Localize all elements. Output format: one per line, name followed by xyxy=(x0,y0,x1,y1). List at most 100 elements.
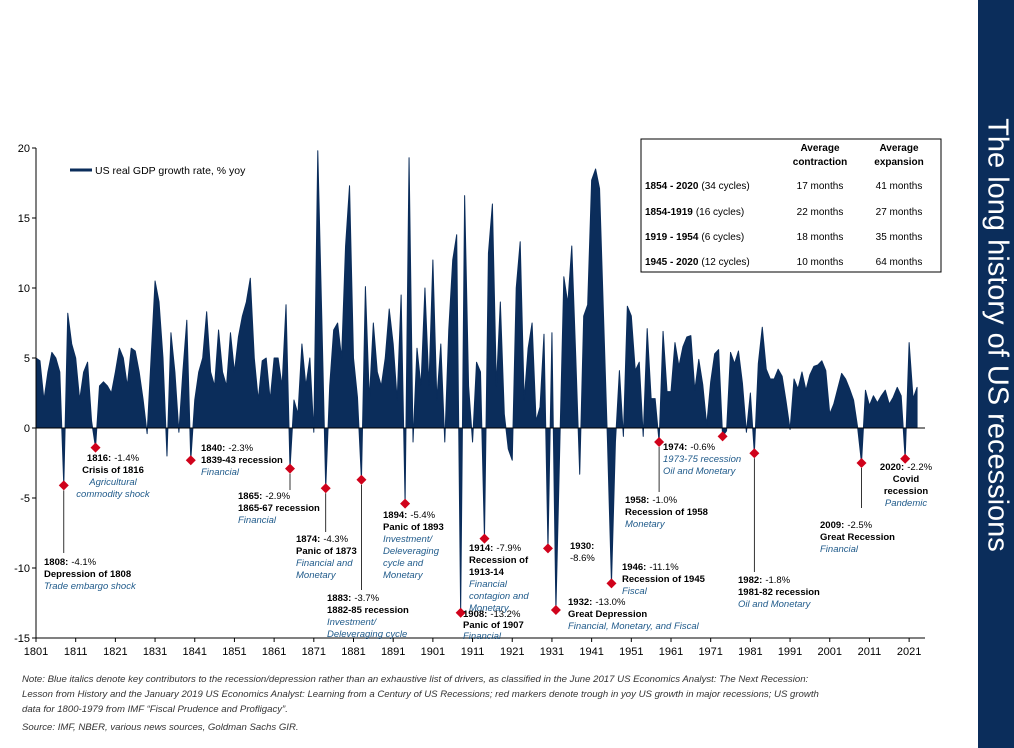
annotation-name: 1882-85 recession xyxy=(327,605,409,616)
table-contraction: 22 months xyxy=(797,207,844,218)
annotation-header: 1816: -1.4% xyxy=(87,453,140,464)
table-header: contraction xyxy=(793,157,847,168)
annotation-drivers: Monetary xyxy=(625,519,666,530)
annotation-value: -5.4% xyxy=(410,510,435,521)
cycles: (16 cycles) xyxy=(696,207,744,218)
annotation-header: 1914: -7.9% xyxy=(469,543,522,554)
annotation-drivers: Financial xyxy=(238,515,277,526)
trough-marker xyxy=(285,463,295,474)
annotation-drivers: Financial xyxy=(463,631,502,642)
cycles: (6 cycles) xyxy=(701,232,744,243)
annotation-header: 1840: -2.3% xyxy=(201,443,254,454)
x-tick-label: 2021 xyxy=(897,646,921,658)
annotation-header: 1874: -4.3% xyxy=(296,534,349,545)
table-expansion: 64 months xyxy=(876,257,923,268)
table-header: Average xyxy=(800,143,840,154)
annotation-year: 1908: xyxy=(463,609,487,620)
annotation-year: 1865: xyxy=(238,491,262,502)
annotation-value: -4.1% xyxy=(71,557,96,568)
table-contraction: 17 months xyxy=(797,181,844,192)
annotation-drivers: contagion and xyxy=(469,591,529,602)
annotation-name: 1981-82 recession xyxy=(738,587,820,598)
note: Lesson from History and the January 2019… xyxy=(22,689,819,700)
annotation-drivers: commodity shock xyxy=(76,489,151,500)
table-contraction: 10 months xyxy=(797,257,844,268)
annotation-year: 1894: xyxy=(383,510,407,521)
x-tick-label: 1941 xyxy=(579,646,603,658)
x-tick-label: 1931 xyxy=(540,646,564,658)
annotation-drivers: Monetary xyxy=(383,570,424,581)
chart-title: The long history of US recessions xyxy=(981,118,1013,552)
annotation-drivers: Financial, Monetary, and Fiscal xyxy=(568,621,700,632)
annotation-year: 1946: xyxy=(622,562,646,573)
x-tick-label: 1841 xyxy=(183,646,207,658)
annotation-drivers: Deleveraging cycle xyxy=(327,629,407,640)
table-period: 1854 - 2020 (34 cycles) xyxy=(645,181,750,192)
x-tick-label: 2011 xyxy=(858,646,882,658)
annotation-header: 1894: -5.4% xyxy=(383,510,436,521)
x-tick-label: 1821 xyxy=(103,646,127,658)
y-tick-label: -10 xyxy=(14,563,30,575)
annotation-name: Panic of 1907 xyxy=(463,620,524,631)
table-contraction: 18 months xyxy=(797,232,844,243)
y-tick-label: 15 xyxy=(18,213,30,225)
annotation-header: 1974: -0.6% xyxy=(663,442,716,453)
x-tick-label: 1991 xyxy=(778,646,802,658)
trough-marker xyxy=(749,448,760,459)
table-expansion: 41 months xyxy=(876,181,923,192)
table-period: 1854-1919 (16 cycles) xyxy=(645,207,744,218)
annotation-year: 2009: xyxy=(820,520,844,531)
x-tick-label: 1981 xyxy=(738,646,762,658)
x-tick-label: 1851 xyxy=(222,646,246,658)
trough-marker xyxy=(455,607,466,618)
x-tick-label: 2001 xyxy=(818,646,842,658)
x-tick-label: 1801 xyxy=(24,646,48,658)
annotation-year: 1930: xyxy=(570,541,594,552)
annotation-name: Depression of 1808 xyxy=(44,569,131,580)
cycles: (34 cycles) xyxy=(701,181,749,192)
annotation-year: 1982: xyxy=(738,575,762,586)
table-period: 1945 - 2020 (12 cycles) xyxy=(645,257,750,268)
annotation-value: -1.8% xyxy=(765,575,790,586)
annotation-name: Recession of 1945 xyxy=(622,574,706,585)
annotation-header: 1883: -3.7% xyxy=(327,593,380,604)
annotation-year: 1958: xyxy=(625,495,649,506)
note: Source: IMF, NBER, various news sources,… xyxy=(22,722,299,733)
annotation-name: Covid xyxy=(893,474,920,485)
y-tick-label: 5 xyxy=(24,353,30,365)
trough-marker xyxy=(606,578,617,589)
annotation-header: 1930: xyxy=(570,541,594,552)
annotation-value: -1.0% xyxy=(652,495,677,506)
annotation-value: -4.3% xyxy=(323,534,348,545)
x-tick-label: 1911 xyxy=(461,646,485,658)
annotation-drivers: Oil and Monetary xyxy=(738,599,812,610)
annotation-year: 1874: xyxy=(296,534,320,545)
x-tick-label: 1971 xyxy=(698,646,722,658)
summary-table xyxy=(640,138,942,273)
annotation-drivers: Agricultural xyxy=(88,477,137,488)
trough-marker xyxy=(856,458,867,468)
annotation-drivers: cycle and xyxy=(383,558,424,569)
table-period: 1919 - 1954 (6 cycles) xyxy=(645,232,744,243)
annotation-drivers: Oil and Monetary xyxy=(663,466,737,477)
y-tick-label: -5 xyxy=(20,493,30,505)
y-tick-label: 10 xyxy=(18,283,30,295)
annotation-value: -2.5% xyxy=(847,520,872,531)
annotation-year: 1816: xyxy=(87,453,111,464)
trough-marker xyxy=(550,605,561,615)
annotation-header: 1808: -4.1% xyxy=(44,557,97,568)
cycles: (12 cycles) xyxy=(701,257,749,268)
trough-marker xyxy=(320,483,331,494)
x-tick-label: 1961 xyxy=(659,646,683,658)
annotation-header: 2009: -2.5% xyxy=(820,520,873,531)
annotation-drivers: Financial xyxy=(820,544,859,555)
x-tick-label: 1881 xyxy=(341,646,365,658)
trough-marker xyxy=(58,480,69,491)
annotation-value: -0.6% xyxy=(690,442,715,453)
x-tick-label: 1871 xyxy=(302,646,326,658)
note: Note: Blue italics denote key contributo… xyxy=(22,674,809,685)
annotation-drivers: Investment/ xyxy=(327,617,377,628)
trough-marker xyxy=(479,533,490,544)
annotation-value: -2.3% xyxy=(228,443,253,454)
